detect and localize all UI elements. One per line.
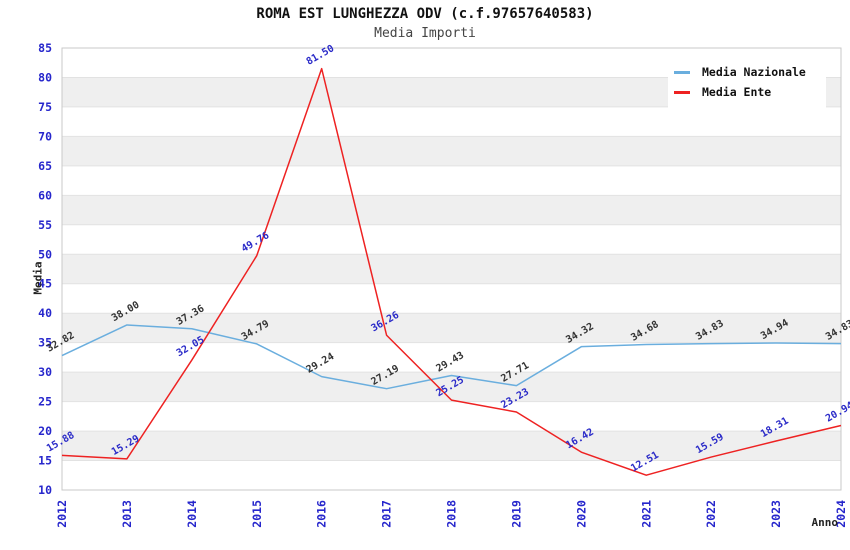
legend-item-media-ente: Media Ente (674, 82, 820, 102)
data-point-label: 81.50 (305, 43, 337, 68)
series-line-media-nazionale (61, 324, 842, 390)
legend-swatch-media-nazionale (674, 70, 690, 74)
x-tick-label: 2020 (574, 500, 588, 528)
y-tick-label: 30 (38, 365, 52, 379)
x-tick-label: 2024 (834, 500, 848, 528)
y-tick-label: 45 (38, 277, 52, 291)
series-line-media-ente (61, 67, 842, 476)
legend-label-media-nazionale: Media Nazionale (702, 65, 806, 79)
x-tick-label: 2017 (380, 500, 394, 528)
y-tick-label: 60 (38, 188, 52, 202)
data-point-label: 49.76 (240, 230, 272, 255)
x-tick-label: 2012 (55, 500, 69, 528)
y-tick-label: 80 (38, 70, 52, 84)
x-tick-label: 2014 (185, 500, 199, 528)
x-tick-label: 2019 (509, 500, 523, 528)
y-tick-label: 10 (38, 483, 52, 497)
legend: Media Nazionale Media Ente (668, 57, 826, 108)
x-tick-label: 2016 (315, 500, 329, 528)
x-tick-label: 2021 (639, 500, 653, 528)
y-tick-label: 75 (38, 100, 52, 114)
y-tick-label: 15 (38, 454, 52, 468)
data-point-label: 29.43 (434, 350, 466, 375)
band-row (62, 313, 841, 343)
x-tick-label: 2023 (769, 500, 783, 528)
y-tick-label: 85 (38, 41, 52, 55)
x-axis-title: Anno (811, 516, 839, 529)
y-tick-label: 50 (38, 247, 52, 261)
data-point-label: 20.94 (824, 400, 850, 425)
y-tick-label: 70 (38, 129, 52, 143)
legend-swatch-media-ente (674, 90, 690, 94)
y-tick-label: 40 (38, 306, 52, 320)
band-row (62, 431, 841, 461)
plot-border (61, 47, 842, 491)
y-tick-label: 20 (38, 424, 52, 438)
y-tick-label: 25 (38, 395, 52, 409)
y-tick-label: 35 (38, 336, 52, 350)
band-row (62, 195, 841, 225)
band-row (62, 372, 841, 402)
x-tick-label: 2015 (250, 500, 264, 528)
x-tick-label: 2013 (120, 500, 134, 528)
chart-title: ROMA EST LUNGHEZZA ODV (c.f.97657640583) (256, 6, 594, 22)
y-tick-label: 55 (38, 218, 52, 232)
legend-label-media-ente: Media Ente (702, 85, 772, 99)
x-tick-label: 2022 (704, 500, 718, 528)
chart-subtitle: Media Importi (374, 26, 476, 41)
band-row (62, 136, 841, 166)
band-row (62, 254, 841, 284)
x-tick-label: 2018 (445, 500, 459, 528)
y-tick-label: 65 (38, 159, 52, 173)
y-axis-title: Media (31, 261, 45, 295)
legend-item-media-nazionale: Media Nazionale (674, 62, 820, 82)
